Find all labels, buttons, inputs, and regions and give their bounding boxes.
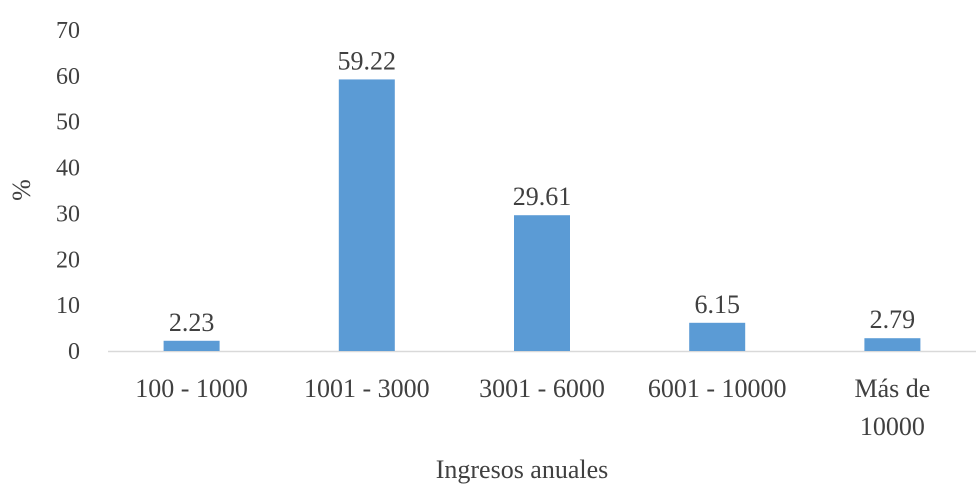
y-tick-label: 0 — [68, 339, 80, 365]
y-tick-label: 60 — [56, 64, 80, 90]
bar — [338, 79, 395, 352]
y-axis-title: % — [7, 179, 36, 201]
bar — [514, 215, 570, 351]
data-labels: 2.23 59.22 29.61 6.15 2.79 — [169, 46, 915, 336]
category-label: 10000 — [860, 412, 925, 441]
category-label: 6001 - 10000 — [648, 374, 787, 403]
bars — [163, 79, 921, 352]
bar — [864, 338, 921, 351]
y-axis-ticks: 0 10 20 30 40 50 60 70 — [56, 18, 80, 365]
y-tick-label: 70 — [56, 18, 80, 44]
category-label: 3001 - 6000 — [479, 374, 605, 403]
x-axis-title: Ingresos anuales — [436, 455, 609, 484]
y-tick-label: 50 — [56, 110, 80, 136]
category-label: Más de — [854, 374, 930, 403]
data-label: 59.22 — [338, 46, 397, 75]
y-tick-label: 30 — [56, 201, 80, 227]
bar — [163, 340, 220, 351]
data-label: 29.61 — [513, 182, 572, 211]
category-label: 1001 - 3000 — [304, 374, 430, 403]
bar — [689, 322, 746, 351]
y-tick-label: 20 — [56, 247, 80, 273]
y-tick-label: 40 — [56, 156, 80, 182]
y-tick-label: 10 — [56, 293, 80, 319]
data-label: 2.23 — [169, 308, 215, 337]
category-labels: 100 - 1000 1001 - 3000 3001 - 6000 6001 - 1… — [135, 374, 930, 441]
category-label: 100 - 1000 — [135, 374, 248, 403]
data-label: 6.15 — [694, 290, 740, 319]
data-label: 2.79 — [870, 305, 916, 334]
